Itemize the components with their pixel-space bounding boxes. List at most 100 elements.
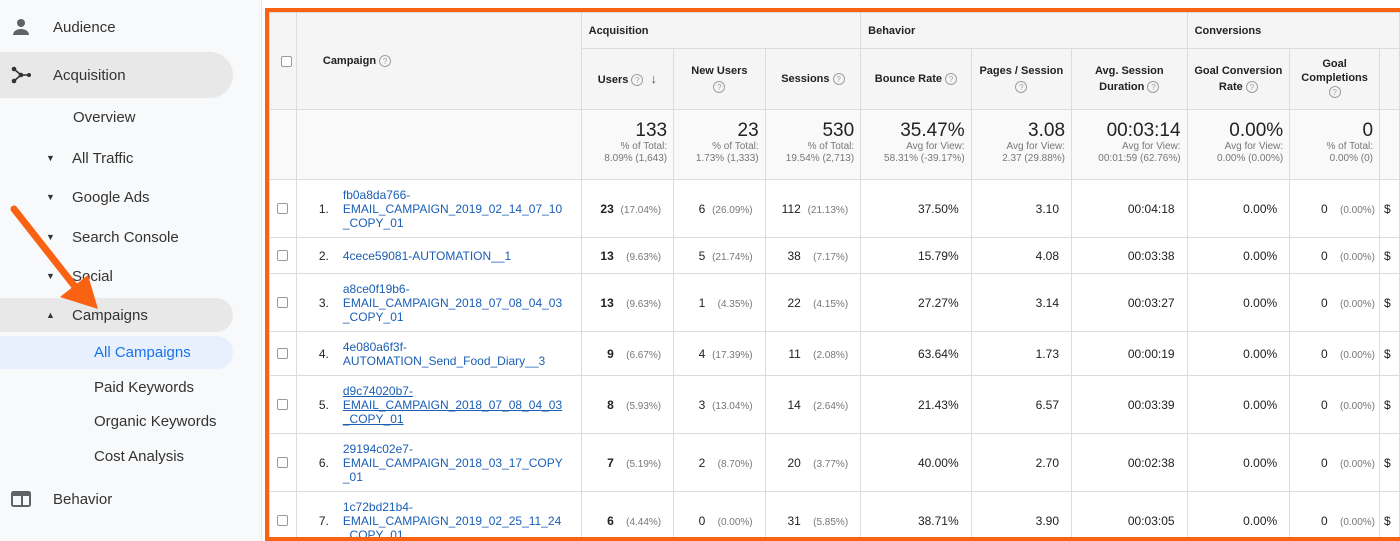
goal-completions-value: 0 [1320, 346, 1328, 361]
goal-completions-header-label: Goal Completions [1301, 58, 1368, 85]
new-users-percent: (13.04%) [712, 400, 753, 412]
help-icon[interactable]: ? [945, 72, 958, 85]
campaign-link[interactable]: d9c74020b7- EMAIL_CAMPAIGN_2018_07_08_04_… [343, 384, 562, 426]
row-checkbox[interactable] [277, 399, 289, 410]
nav-all-traffic[interactable]: ▼ All Traffic [0, 141, 233, 175]
nav-organic-keywords[interactable]: Organic Keywords [0, 405, 233, 438]
users-cell: 13 (9.63%) [580, 237, 675, 274]
nav-behavior[interactable]: Behavior [0, 476, 233, 522]
total-pages-session: 3.08 Avg for View: 2.37 (29.88%) [970, 109, 1073, 180]
row-index: 7. [318, 513, 329, 528]
campaign-cell: 3. a8ce0f19b6- EMAIL_CAMPAIGN_2018_07_08_… [295, 273, 582, 332]
nav-cost-analysis[interactable]: Cost Analysis [0, 440, 233, 473]
nav-google-ads[interactable]: ▼ Google Ads [0, 180, 233, 214]
nav-campaigns[interactable]: ▲ Campaigns [0, 298, 233, 332]
sessions-percent: (3.77%) [813, 458, 849, 470]
row-checkbox-cell [269, 273, 297, 332]
sessions-cell: 112 (21.13%) [764, 179, 862, 238]
nav-overview[interactable]: Overview [0, 98, 233, 136]
campaign-link[interactable]: a8ce0f19b6- EMAIL_CAMPAIGN_2018_07_08_04_… [343, 282, 562, 324]
sessions-cell: 11 (2.08%) [764, 331, 862, 376]
nav-social[interactable]: ▼ Social [0, 259, 233, 293]
help-icon[interactable]: ? [1245, 81, 1258, 94]
total-subtext: % of Total: [620, 141, 668, 152]
sessions-column-header[interactable]: Sessions ? [764, 48, 862, 110]
row-checkbox-cell [269, 433, 297, 492]
new-users-value: 2 [698, 455, 706, 470]
users-column-header[interactable]: Users ? ↓ [580, 48, 675, 110]
campaign-report-table: Campaign ? Acquisition Behavior Conversi… [269, 12, 1400, 538]
nav-paid-keywords-label: Paid Keywords [94, 379, 195, 396]
campaign-link[interactable]: 1c72bd21b4- EMAIL_CAMPAIGN_2019_02_25_11_… [343, 500, 561, 538]
campaign-link[interactable]: fb0a8da766- EMAIL_CAMPAIGN_2019_02_14_07_… [343, 188, 562, 230]
nav-audience[interactable]: Audience [0, 4, 233, 50]
row-checkbox-cell [269, 491, 297, 537]
goal-completions-cell: 0 (0.00%) [1289, 273, 1381, 332]
sessions-cell: 31 (5.85%) [764, 491, 862, 537]
help-icon[interactable]: ? [631, 74, 644, 87]
pages-session-cell: 6.57 [970, 375, 1073, 434]
users-value: 9 [607, 346, 614, 361]
bounce-rate-cell: 15.79% [860, 237, 972, 274]
row-checkbox[interactable] [277, 297, 289, 308]
help-icon[interactable]: ? [379, 55, 392, 68]
nav-overview-label: Overview [73, 108, 136, 126]
campaign-link[interactable]: 4cece59081-AUTOMATION__1 [343, 249, 511, 263]
row-checkbox[interactable] [277, 203, 289, 214]
table-row: 6. 29194c02e7- EMAIL_CAMPAIGN_2018_03_17_… [269, 433, 1400, 492]
sessions-value: 22 [787, 295, 801, 310]
nav-search-console[interactable]: ▼ Search Console [0, 220, 233, 254]
campaign-cell: 2. 4cece59081-AUTOMATION__1 [295, 237, 582, 274]
campaign-link[interactable]: 4e080a6f3f- AUTOMATION_Send_Food_Diary__3 [343, 340, 545, 368]
total-sessions: 530% of Total: 19.54% (2,713) [764, 109, 862, 180]
goal-conversion-rate-column-header[interactable]: Goal Conversion Rate ? [1186, 48, 1291, 110]
campaign-name-line: 4cece59081-AUTOMATION__1 [342, 248, 512, 263]
new-users-value: 4 [698, 346, 706, 361]
row-checkbox[interactable] [277, 348, 289, 359]
sessions-value: 112 [781, 201, 801, 216]
users-percent: (5.19%) [626, 458, 662, 470]
total-subtext: Avg for View: [1006, 141, 1066, 152]
sessions-value: 11 [788, 346, 801, 361]
select-all-checkbox[interactable] [280, 55, 292, 67]
nav-all-campaigns[interactable]: All Campaigns [0, 336, 233, 369]
row-checkbox[interactable] [277, 457, 289, 468]
expand-triangle-icon: ▼ [46, 271, 55, 281]
sort-descending-icon[interactable]: ↓ [650, 71, 657, 87]
bounce-rate-column-header[interactable]: Bounce Rate ? [860, 48, 972, 110]
avg-duration-cell: 00:00:19 [1071, 331, 1188, 376]
sessions-cell: 22 (4.15%) [764, 273, 862, 332]
users-cell: 23 (17.04%) [580, 179, 675, 238]
goal-completions-cell: 0 (0.00%) [1289, 375, 1381, 434]
avg-duration-column-header[interactable]: Avg. Session Duration ? [1071, 48, 1188, 110]
select-all-cell [269, 12, 297, 110]
total-subtext: 8.09% (1,643) [604, 153, 668, 164]
nav-organic-keywords-label: Organic Keywords [94, 413, 217, 430]
row-checkbox[interactable] [277, 250, 289, 261]
goal-completions-percent: (0.00%) [1340, 298, 1376, 310]
behavior-group-header: Behavior [860, 12, 1188, 49]
nav-paid-keywords[interactable]: Paid Keywords [0, 371, 233, 404]
total-subtext: 0.00% (0.00%) [1217, 153, 1284, 164]
cutoff-cell: $ [1379, 375, 1400, 434]
campaign-name-line: _01 [342, 469, 363, 484]
pages-session-cell: 4.08 [970, 237, 1073, 274]
row-checkbox-cell [269, 375, 297, 434]
new-users-column-header[interactable]: New Users ? [673, 48, 766, 110]
help-icon[interactable]: ? [713, 81, 726, 94]
goal-conversion-rate-cell: 0.00% [1186, 273, 1291, 332]
help-icon[interactable]: ? [1328, 85, 1341, 98]
help-icon[interactable]: ? [1147, 81, 1160, 94]
help-icon[interactable]: ? [832, 72, 845, 85]
nav-acquisition[interactable]: Acquisition [0, 52, 233, 98]
campaign-column-header[interactable]: Campaign ? [295, 12, 582, 110]
nav-social-label: Social [72, 267, 113, 285]
goal-completions-percent: (0.00%) [1340, 204, 1376, 216]
row-checkbox[interactable] [277, 515, 289, 526]
campaign-link[interactable]: 29194c02e7- EMAIL_CAMPAIGN_2018_03_17_COP… [343, 442, 563, 484]
bounce-rate-cell: 63.64% [860, 331, 972, 376]
goal-completions-column-header[interactable]: Goal Completions ? [1289, 48, 1381, 110]
pages-session-column-header[interactable]: Pages / Session ? [970, 48, 1073, 110]
help-icon[interactable]: ? [1015, 81, 1028, 94]
total-new-users: 23% of Total: 1.73% (1,333) [673, 109, 766, 180]
